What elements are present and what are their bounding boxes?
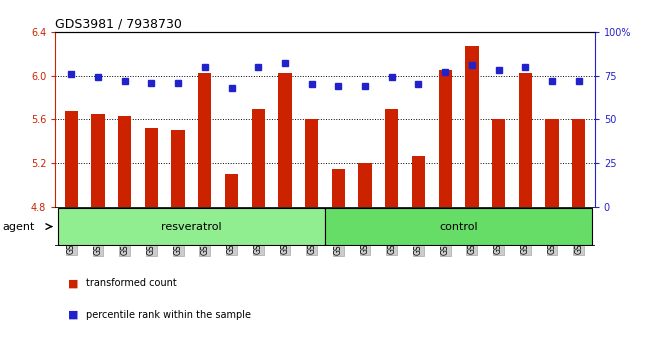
Text: GDS3981 / 7938730: GDS3981 / 7938730	[55, 18, 182, 31]
Bar	[465, 46, 478, 207]
Bar	[225, 174, 238, 207]
Bar	[252, 109, 265, 207]
Bar	[305, 120, 318, 207]
Bar	[58, 208, 325, 245]
Text: ■: ■	[68, 278, 79, 288]
Text: percentile rank within the sample: percentile rank within the sample	[86, 310, 252, 320]
Bar	[325, 208, 592, 245]
Bar	[278, 74, 292, 207]
Bar	[198, 74, 211, 207]
Text: resveratrol: resveratrol	[161, 222, 222, 232]
Bar	[412, 156, 425, 207]
Bar	[385, 109, 398, 207]
Bar	[91, 114, 105, 207]
Bar	[439, 70, 452, 207]
Bar	[172, 130, 185, 207]
Bar	[358, 163, 372, 207]
Text: transformed count: transformed count	[86, 278, 177, 288]
Bar	[519, 74, 532, 207]
Text: agent: agent	[2, 222, 34, 232]
Bar	[118, 116, 131, 207]
Bar	[492, 120, 505, 207]
Bar	[572, 120, 586, 207]
Bar	[145, 128, 158, 207]
Bar	[64, 111, 78, 207]
Bar	[332, 169, 345, 207]
Text: control: control	[439, 222, 478, 232]
Text: ■: ■	[68, 310, 79, 320]
Bar	[545, 120, 559, 207]
